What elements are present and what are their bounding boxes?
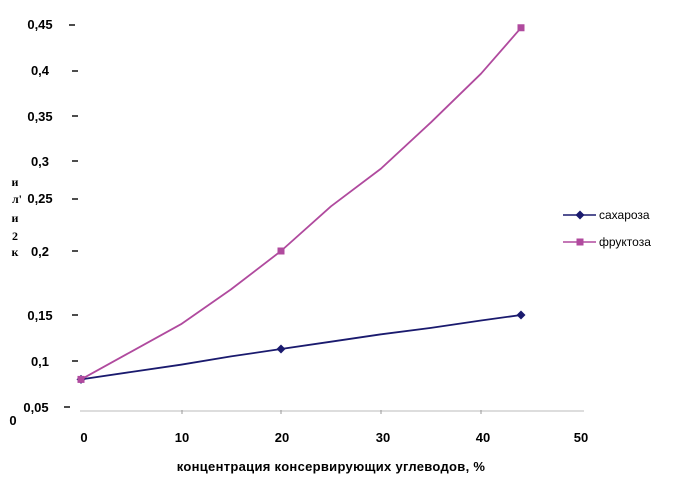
y-tick-label: 0,15: [27, 308, 52, 323]
y-zero-label: 0: [9, 413, 16, 428]
x-tick-marks: [181, 410, 482, 414]
y-tick-label: 0,4: [31, 63, 50, 78]
series-line-sucrose: [80, 314, 522, 381]
y-tick-label: 0,1: [31, 354, 49, 369]
series-line-fructose: [80, 27, 522, 381]
y-tick-label: 0,35: [27, 109, 52, 124]
x-tick-label: 50: [574, 430, 588, 445]
y-tick-label: 0,2: [31, 244, 49, 259]
y-tick-label: 0,45: [27, 17, 52, 32]
data-point-fructose: [77, 375, 85, 383]
x-tick-label: 10: [175, 430, 189, 445]
y-tick-label: 0,25: [27, 191, 52, 206]
legend-marker-fructose: [576, 238, 584, 246]
y-axis-label: и л' и 2 к: [12, 175, 23, 259]
y-tick-marks: [64, 24, 78, 408]
data-point-sucrose: [276, 344, 286, 354]
legend-marker-sucrose: [575, 210, 585, 220]
y-tick-label: 0,3: [31, 154, 49, 169]
y-label-char: к: [12, 245, 19, 259]
y-tick-labels: 0,45 0,4 0,35 0,3 0,25 0,2 0,15 0,1 0,05…: [9, 17, 52, 428]
x-tick-label: 0: [80, 430, 87, 445]
x-tick-label: 40: [476, 430, 490, 445]
legend-item-sucrose: сахароза: [563, 208, 650, 222]
legend-item-fructose: фруктоза: [563, 235, 651, 249]
x-tick-label: 30: [376, 430, 390, 445]
x-tick-label: 20: [275, 430, 289, 445]
data-point-fructose: [277, 247, 285, 255]
data-point-sucrose: [516, 310, 526, 320]
legend: сахароза фруктоза: [563, 208, 651, 249]
y-label-char: 2: [12, 229, 18, 243]
y-label-char: и: [12, 211, 19, 225]
y-label-char: и: [12, 175, 19, 189]
x-tick-labels: 0 10 20 30 40 50: [80, 430, 588, 445]
y-label-char: л': [12, 192, 22, 206]
series-layer: [76, 24, 526, 384]
y-tick-label: 0,05: [23, 400, 48, 415]
data-point-fructose: [517, 24, 525, 32]
legend-label-sucrose: сахароза: [599, 208, 650, 222]
x-axis-title: концентрация консервирующих углеводов, %: [177, 459, 486, 474]
legend-label-fructose: фруктоза: [599, 235, 651, 249]
